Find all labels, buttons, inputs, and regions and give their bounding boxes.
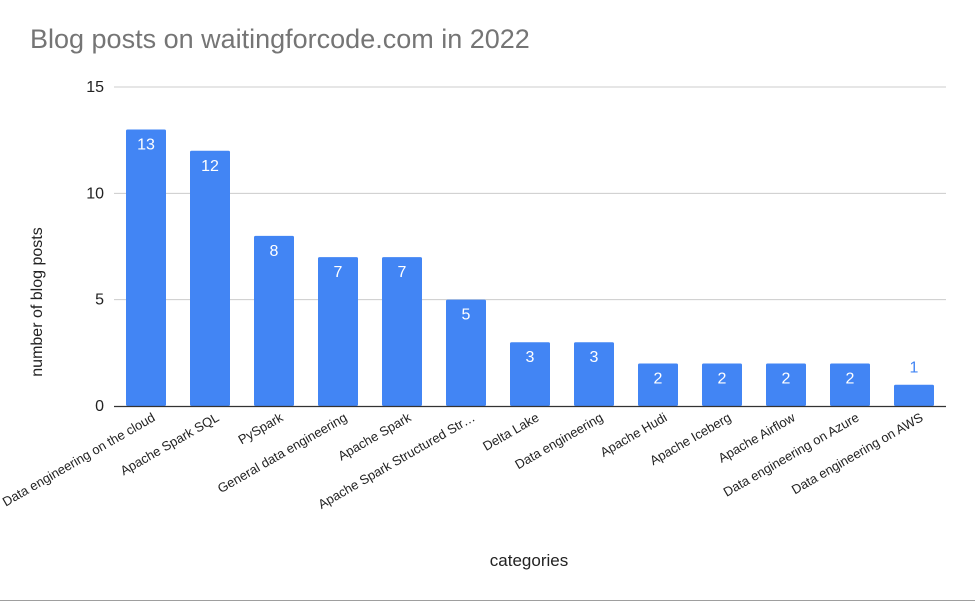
y-tick-label: 5	[95, 292, 104, 309]
bar	[766, 363, 806, 406]
data-label: 2	[718, 370, 727, 387]
data-label: 2	[654, 370, 663, 387]
data-label: 12	[201, 158, 219, 175]
data-label: 7	[334, 264, 343, 281]
chart-title: Blog posts on waitingforcode.com in 2022	[30, 24, 530, 54]
data-label: 2	[782, 370, 791, 387]
bar	[126, 129, 166, 407]
data-label: 3	[590, 349, 599, 366]
bar	[446, 299, 486, 406]
data-label: 3	[526, 349, 535, 366]
x-tick-label: PySpark	[235, 409, 285, 447]
bar	[382, 257, 422, 406]
bar	[638, 363, 678, 406]
data-label: 13	[137, 137, 155, 154]
data-label: 2	[846, 370, 855, 387]
data-label: 8	[270, 243, 279, 260]
bar	[190, 150, 230, 406]
bar	[894, 384, 934, 406]
y-tick-label: 0	[95, 398, 104, 415]
data-label: 5	[462, 307, 471, 324]
bar	[574, 342, 614, 406]
bar	[830, 363, 870, 406]
y-tick-label: 10	[86, 185, 104, 202]
data-label: 1	[910, 360, 919, 377]
x-axis-label: categories	[489, 551, 569, 570]
data-label: 7	[398, 264, 407, 281]
y-tick-label: 15	[86, 79, 104, 96]
bar	[254, 235, 294, 406]
bar	[318, 257, 358, 406]
bottom-divider	[0, 600, 975, 601]
bar	[702, 363, 742, 406]
bar	[510, 342, 550, 406]
